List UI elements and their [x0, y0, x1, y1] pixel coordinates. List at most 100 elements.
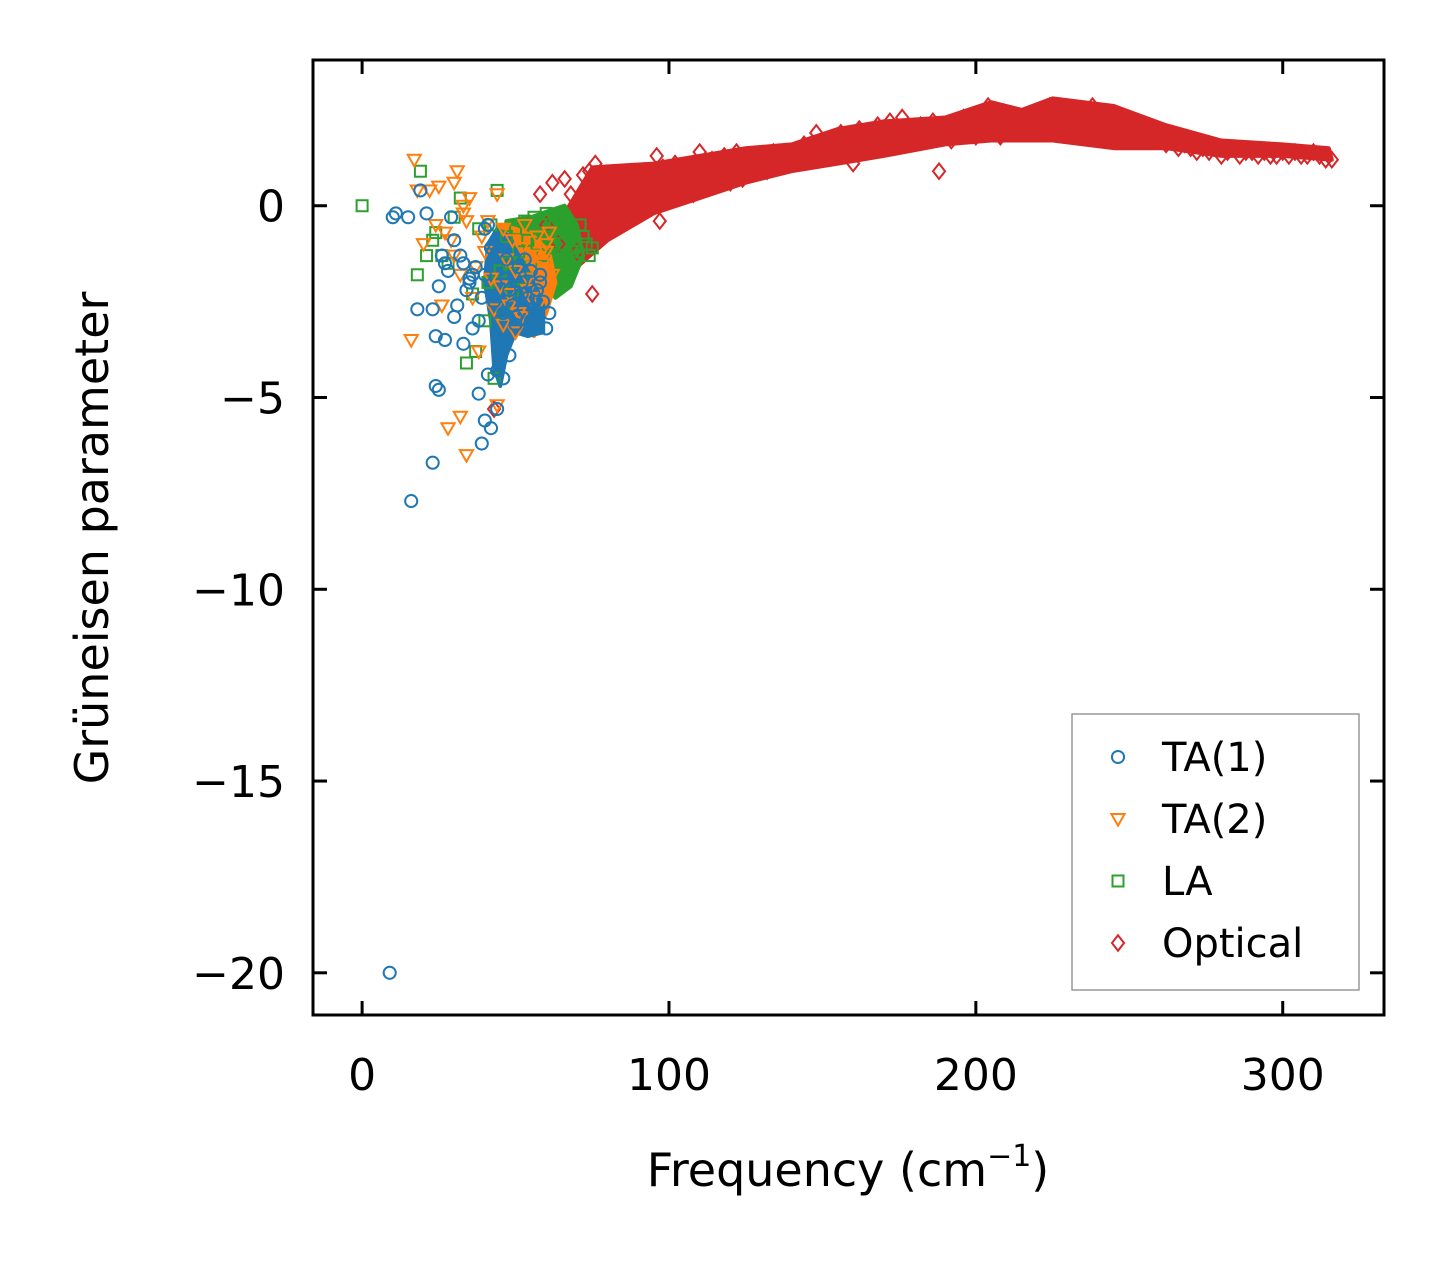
optical-point	[624, 169, 640, 189]
optical-point	[557, 169, 572, 189]
la-point	[561, 252, 575, 266]
ta-1-point	[413, 183, 428, 198]
optical-point	[1171, 138, 1186, 158]
la-point	[355, 199, 369, 213]
ta-2-point	[494, 222, 512, 238]
ta-1-point	[419, 206, 434, 221]
ta-1-point	[496, 306, 511, 321]
optical-point	[888, 123, 904, 143]
optical-point	[1066, 112, 1082, 131]
ta-2-point	[537, 238, 555, 253]
optical-point	[790, 146, 806, 166]
optical-point	[858, 131, 873, 150]
ta-2-point	[445, 176, 463, 192]
optical-point	[710, 165, 726, 185]
la-point	[576, 229, 590, 243]
ta-1-point	[493, 332, 508, 348]
legend-marker	[1110, 749, 1126, 765]
optical-point	[907, 127, 922, 147]
ta-1-point	[502, 283, 517, 298]
ta-2-point	[537, 245, 555, 261]
optical-point	[1220, 142, 1235, 162]
ta-1-point	[490, 401, 505, 417]
optical-point	[968, 127, 984, 147]
legend-frame	[1071, 713, 1360, 991]
optical-point	[851, 119, 867, 139]
optical-point	[704, 150, 720, 170]
optical-point	[1017, 115, 1033, 135]
optical-point	[1324, 150, 1340, 170]
la-point	[509, 222, 523, 236]
legend-label: TA(1)	[1161, 735, 1267, 781]
optical-point	[1318, 150, 1334, 170]
ta-2-point	[513, 241, 530, 257]
ta-1-point	[462, 275, 477, 290]
ta-1-point	[487, 294, 502, 309]
ta-1-point	[508, 317, 523, 332]
ta-2-point	[528, 230, 546, 246]
optical-point	[980, 96, 996, 116]
ta-1-point	[437, 332, 453, 348]
ta-1-point	[456, 256, 471, 271]
optical-point	[1232, 146, 1248, 166]
optical-point	[1005, 123, 1021, 143]
plot-frame	[311, 58, 1386, 1017]
la-point	[582, 249, 596, 263]
ta-2-point	[430, 180, 448, 196]
ta-1-point	[447, 233, 462, 248]
ta-2-point	[540, 226, 558, 242]
ta-2-point	[544, 268, 561, 284]
ta-1-point	[493, 352, 508, 367]
optical-point	[925, 112, 941, 131]
optical-point	[1158, 135, 1174, 154]
optical-point	[1263, 146, 1278, 166]
ta-1-point	[437, 256, 453, 271]
ta-1-point	[474, 436, 489, 451]
ta-1-point	[529, 283, 545, 298]
ta-2-point	[516, 218, 534, 234]
optical-point	[1269, 146, 1284, 166]
la-point	[459, 356, 473, 370]
ta-2-point	[473, 230, 491, 246]
legend-marker	[1110, 933, 1126, 953]
optical-point	[649, 146, 665, 166]
la-point	[539, 206, 553, 220]
optical-point	[1115, 112, 1131, 131]
optical-point	[833, 123, 849, 143]
optical-point	[584, 284, 600, 304]
ta-2-point	[519, 272, 537, 288]
ta-2-point	[458, 449, 475, 464]
ta-2-point	[507, 264, 524, 280]
ta-1-point	[428, 378, 443, 394]
optical-point	[1029, 112, 1045, 131]
optical-point	[937, 119, 953, 139]
optical-point	[821, 131, 836, 150]
y-tick-label: −20	[192, 949, 285, 1000]
ta-2-point	[405, 153, 423, 169]
optical-point	[652, 211, 668, 231]
optical-point	[1238, 142, 1254, 162]
optical-point	[1281, 146, 1297, 166]
optical-point	[698, 169, 714, 189]
optical-point	[772, 154, 787, 173]
la-point	[555, 237, 569, 251]
optical-point	[759, 161, 775, 181]
ta-2-point	[445, 249, 463, 265]
ta-1-point	[487, 237, 502, 252]
x-tick-label: 0	[348, 1050, 376, 1101]
optical-point	[600, 181, 615, 200]
legend-label: LA	[1162, 859, 1213, 905]
ta-2-point	[427, 218, 445, 234]
optical-point	[943, 131, 959, 150]
optical-point	[630, 188, 646, 208]
optical-point	[956, 108, 971, 127]
optical-point	[735, 169, 750, 189]
la-point	[413, 164, 427, 178]
ta-1-point	[444, 210, 459, 225]
optical-point	[802, 150, 818, 170]
ta-1-point	[477, 221, 492, 236]
la-point	[585, 241, 599, 255]
optical-point	[723, 173, 738, 193]
